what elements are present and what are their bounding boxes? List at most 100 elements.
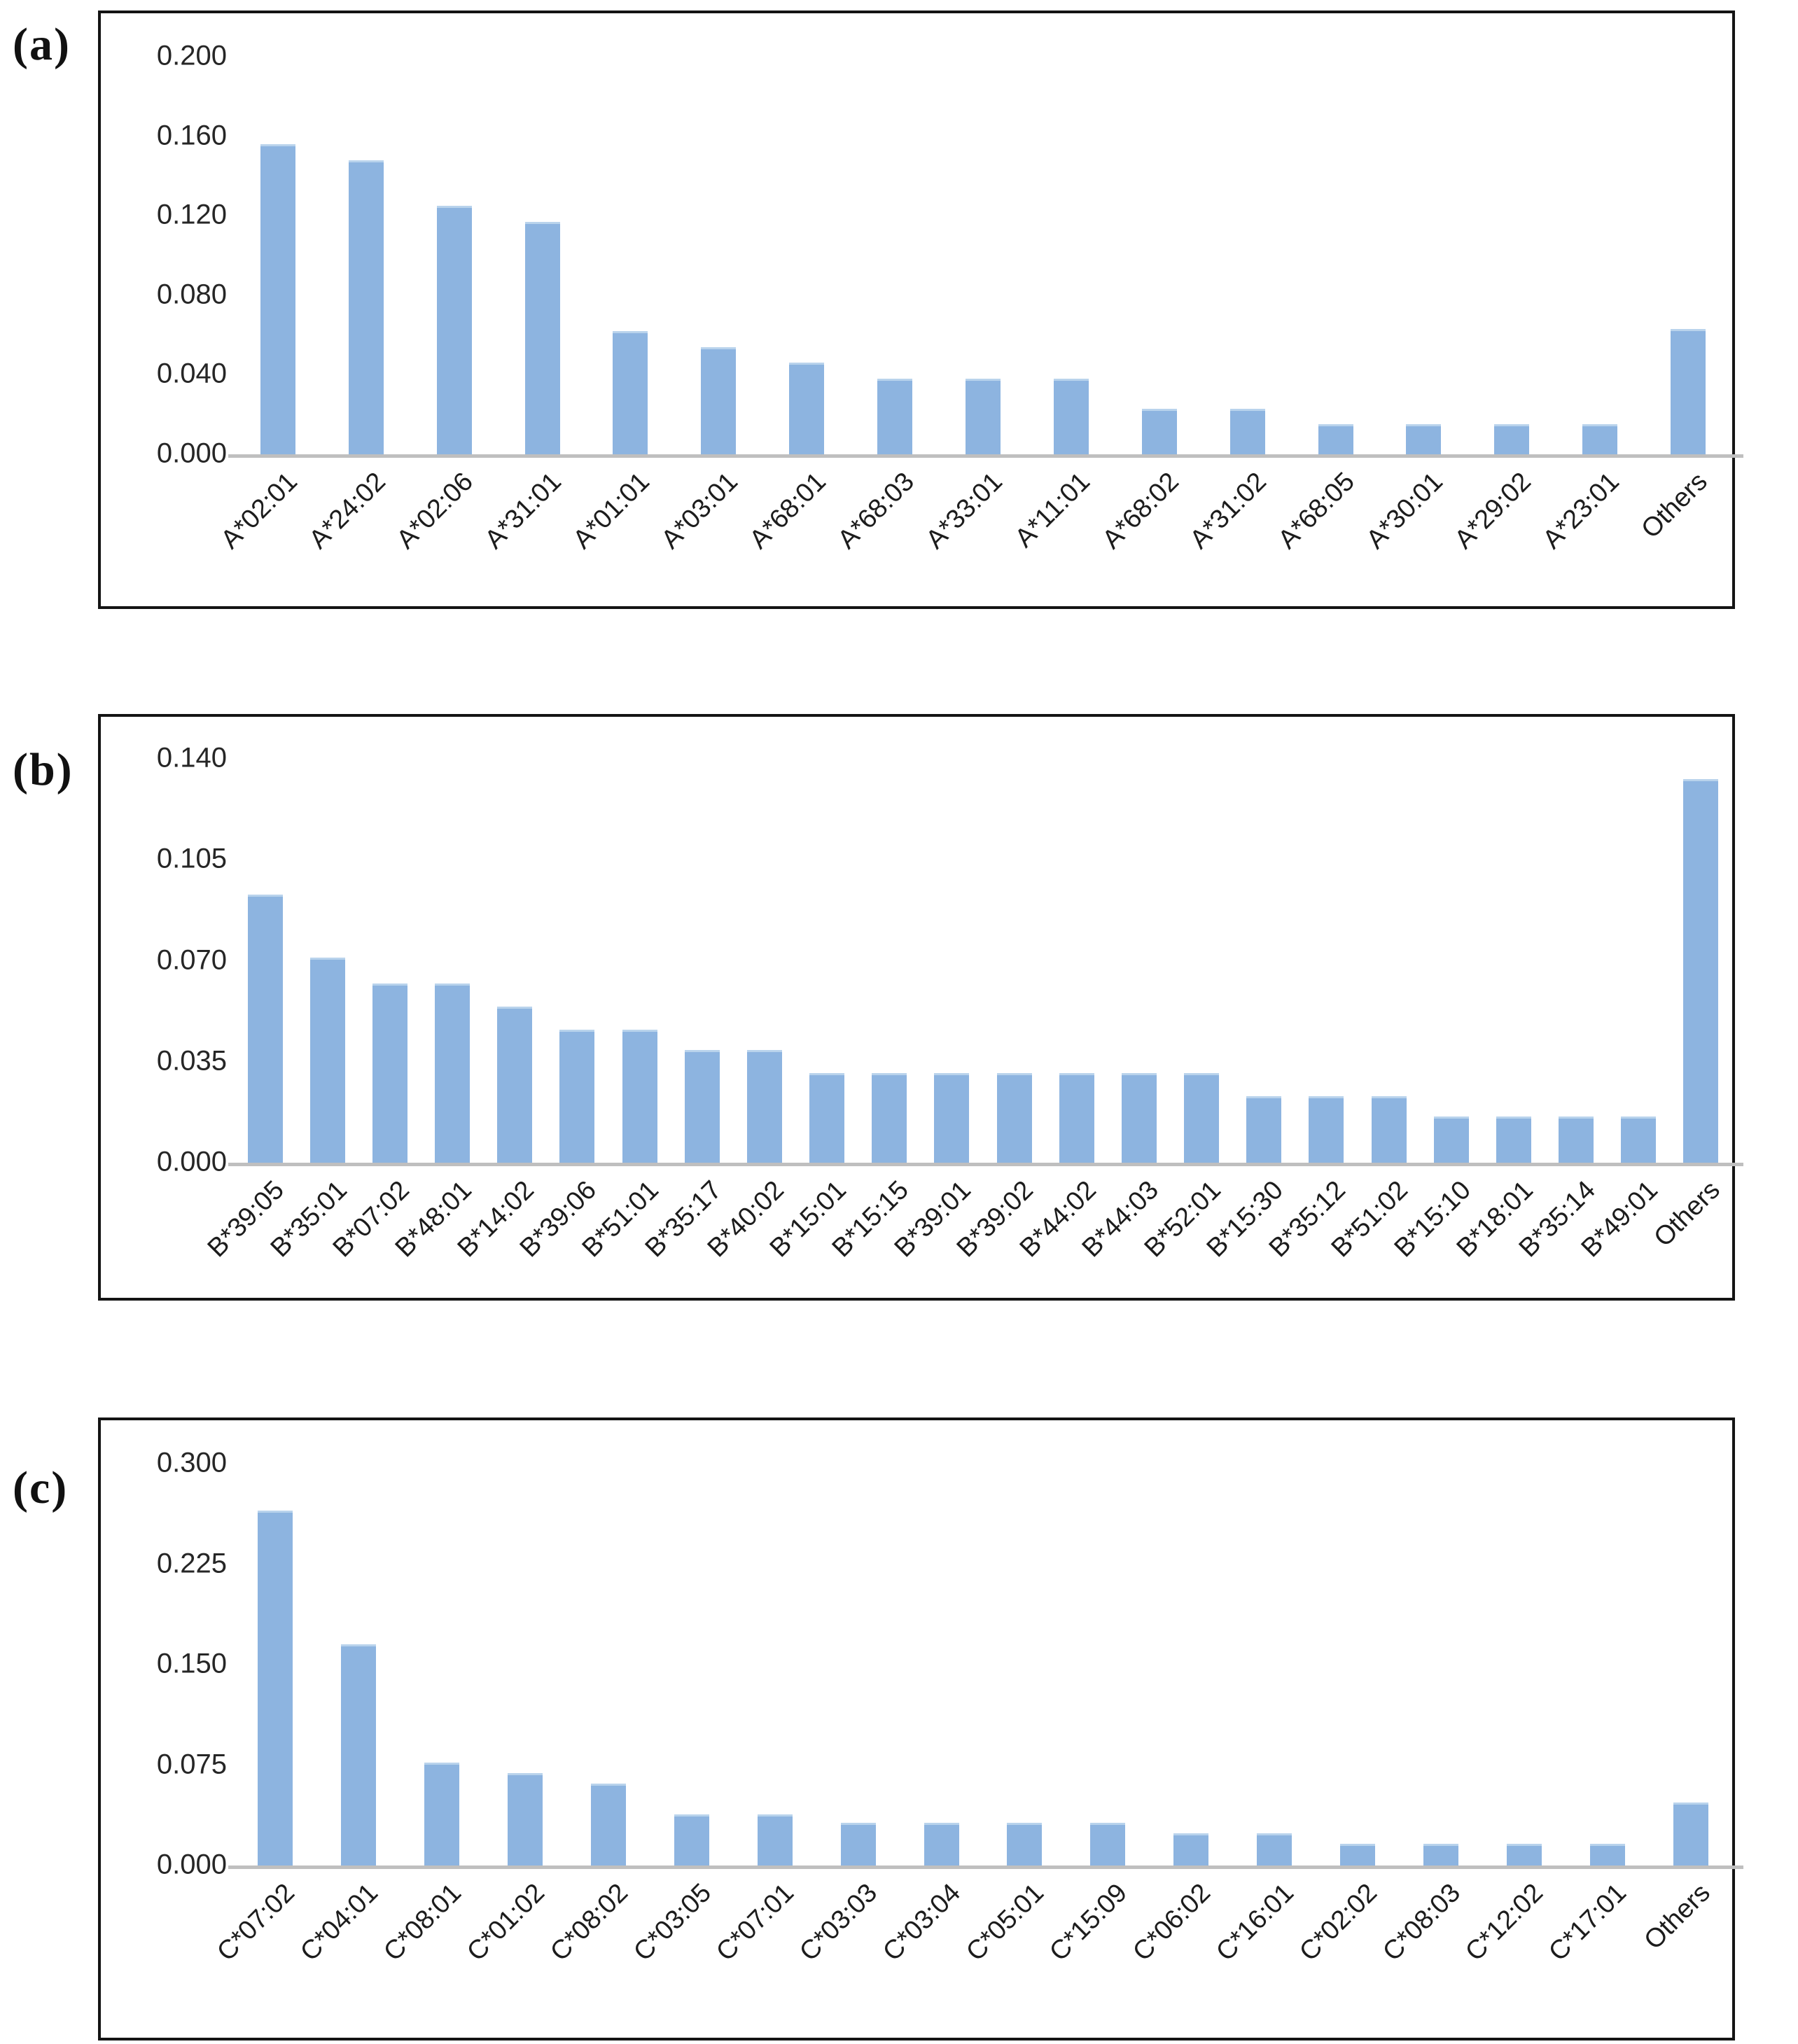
x-axis-line: [228, 454, 1743, 458]
bar-C*03:04: [924, 1823, 959, 1865]
bar-A*68:01: [789, 363, 824, 454]
x-tick-label: Others: [1638, 1878, 1716, 1956]
bar-C*16:01: [1257, 1833, 1292, 1865]
y-tick-label: 0.000: [156, 1849, 227, 1880]
chart-box-b: 0.140 0.105 0.070 0.035 0.000 B*39:05 B*35:01 B…: [98, 714, 1743, 1301]
x-tick-label: A*68:02: [1096, 467, 1185, 555]
bar-A*33:01: [966, 379, 1001, 454]
bar-C*06:02: [1173, 1833, 1208, 1865]
bar-C*07:02: [258, 1511, 293, 1865]
y-tick-label: 0.225: [156, 1548, 227, 1579]
bar-A*01:01: [613, 331, 648, 454]
x-tick-label: A*33:01: [920, 467, 1008, 555]
bar-B*14:02: [497, 1007, 532, 1163]
x-tick-label: C*06:02: [1127, 1878, 1216, 1967]
bar-B*15:15: [872, 1073, 907, 1163]
x-tick-label: C*17:01: [1543, 1878, 1633, 1967]
bar-C*08:01: [424, 1763, 459, 1865]
x-tick-label: C*15:09: [1044, 1878, 1134, 1967]
bar-C*08:02: [591, 1784, 626, 1865]
bar-B*51:01: [622, 1030, 657, 1163]
x-tick-label: A*30:01: [1360, 467, 1449, 555]
y-tick-label: 0.150: [156, 1648, 227, 1679]
y-tick-label: 0.105: [156, 843, 227, 874]
bar-B*35:12: [1309, 1096, 1344, 1163]
y-tick-label: 0.070: [156, 944, 227, 976]
bar-Others: [1671, 329, 1706, 454]
bar-B*40:02: [747, 1050, 782, 1163]
x-axis-line: [228, 1163, 1743, 1166]
x-tick-label: C*16:01: [1211, 1878, 1299, 1967]
y-tick-label: 0.160: [156, 120, 227, 151]
bar-C*12:02: [1507, 1844, 1542, 1865]
x-tick-label: A*02:06: [391, 467, 480, 555]
x-tick-label: C*04:01: [295, 1878, 384, 1967]
bar-A*29:02: [1494, 424, 1529, 454]
x-tick-label: C*03:04: [877, 1878, 967, 1967]
bar-A*31:01: [525, 222, 560, 454]
x-tick-label: A*01:01: [567, 467, 656, 555]
bar-B*15:30: [1246, 1096, 1281, 1163]
bar-C*03:05: [674, 1814, 709, 1865]
bar-B*44:02: [1059, 1073, 1094, 1163]
bar-B*39:05: [248, 895, 283, 1163]
y-tick-label: 0.300: [156, 1447, 227, 1478]
bar-B*52:01: [1184, 1073, 1219, 1163]
bar-B*15:10: [1434, 1116, 1469, 1163]
bar-B*18:01: [1496, 1116, 1531, 1163]
panel-label-b: (b): [13, 744, 74, 795]
bar-B*51:02: [1372, 1096, 1407, 1163]
x-tick-label: C*03:05: [627, 1878, 717, 1967]
bar-A*02:06: [437, 206, 472, 454]
panel-label-c: (c): [13, 1462, 69, 1513]
y-tick-label: 0.140: [156, 742, 227, 774]
bar-B*35:01: [310, 958, 345, 1163]
bar-Others: [1673, 1802, 1708, 1865]
bar-A*68:03: [877, 379, 912, 454]
x-axis-line: [228, 1865, 1743, 1869]
y-tick-label: 0.200: [156, 40, 227, 71]
x-tick-label: A*68:01: [744, 467, 832, 555]
x-tick-label: C*07:02: [211, 1878, 301, 1967]
x-tick-label: C*03:03: [794, 1878, 884, 1967]
chart-box-c: 0.300 0.225 0.150 0.075 0.000 C*07:02 C*04:01 C…: [98, 1418, 1743, 2040]
bar-B*49:01: [1621, 1116, 1656, 1163]
y-tick-label: 0.000: [156, 1146, 227, 1177]
x-tick-label: A*68:05: [1272, 467, 1361, 555]
y-tick-label: 0.000: [156, 438, 227, 469]
y-tick-label: 0.080: [156, 279, 227, 310]
x-tick-label: C*08:03: [1377, 1878, 1466, 1967]
x-tick-label: A*02:01: [215, 467, 303, 555]
panel-label-a: (a): [13, 19, 71, 70]
bar-B*35:17: [685, 1050, 720, 1163]
bar-C*01:02: [508, 1773, 543, 1865]
bar-B*07:02: [372, 983, 407, 1163]
bar-B*44:03: [1122, 1073, 1157, 1163]
x-tick-label: A*31:01: [479, 467, 568, 555]
bar-B*48:01: [435, 983, 470, 1163]
x-tick-label: A*68:03: [832, 467, 920, 555]
x-tick-label: C*08:02: [544, 1878, 634, 1967]
bar-A*30:01: [1406, 424, 1441, 454]
bar-A*23:01: [1582, 424, 1617, 454]
bar-B*39:02: [997, 1073, 1032, 1163]
x-tick-label: C*08:01: [378, 1878, 467, 1967]
x-tick-label: A*24:02: [303, 467, 391, 555]
y-tick-label: 0.120: [156, 199, 227, 230]
x-tick-label: C*07:01: [711, 1878, 800, 1967]
x-tick-label: A*31:02: [1185, 467, 1273, 555]
y-tick-label: 0.035: [156, 1045, 227, 1077]
x-tick-label: A*23:01: [1537, 467, 1625, 555]
bar-B*35:14: [1559, 1116, 1594, 1163]
bar-A*02:01: [260, 144, 295, 454]
bar-C*15:09: [1090, 1823, 1125, 1865]
bar-A*03:01: [701, 347, 736, 454]
y-tick-label: 0.040: [156, 358, 227, 389]
bar-B*15:01: [809, 1073, 844, 1163]
bar-B*39:01: [934, 1073, 969, 1163]
bar-Others: [1683, 779, 1718, 1163]
bar-A*11:01: [1054, 379, 1089, 454]
x-tick-label: A*11:01: [1010, 467, 1096, 554]
bar-C*03:03: [841, 1823, 876, 1865]
